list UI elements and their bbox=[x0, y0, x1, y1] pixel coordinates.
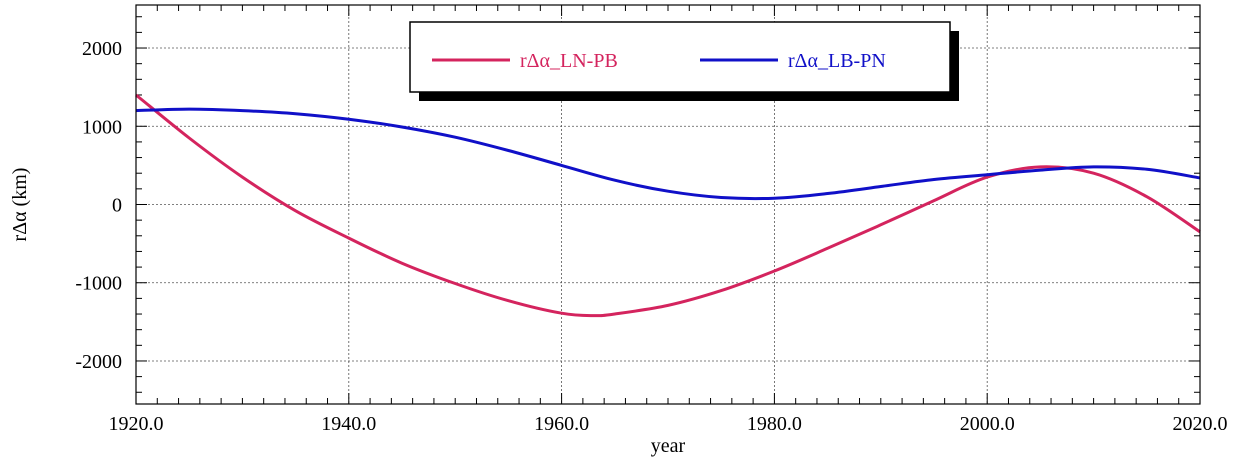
x-axis-label: year bbox=[651, 435, 686, 457]
y-tick-label: 1000 bbox=[82, 116, 122, 138]
x-tick-label: 1920.0 bbox=[109, 413, 164, 435]
legend-label-lb-pn: rΔα_LB-PN bbox=[788, 50, 886, 72]
x-tick-label: 2000.0 bbox=[960, 413, 1015, 435]
axis-ticks bbox=[135, 5, 1201, 404]
x-tick-label: 1980.0 bbox=[747, 413, 802, 435]
plot-frame bbox=[135, 4, 1201, 405]
series-line-lb-pn bbox=[135, 107, 1201, 201]
series-group bbox=[135, 93, 1201, 318]
y-tick-label: -1000 bbox=[75, 273, 122, 295]
y-tick-label: 2000 bbox=[82, 38, 122, 60]
series-line-ln-pb bbox=[135, 93, 1201, 318]
x-tick-label: 1940.0 bbox=[321, 413, 376, 435]
tick-labels: 1920.0 1940.0 1960.0 1980.0 2000.0 2020.0 -200… bbox=[75, 38, 1227, 435]
x-tick-label: 2020.0 bbox=[1173, 413, 1228, 435]
y-tick-label: 0 bbox=[112, 195, 122, 217]
legend: rΔα_LN-PB rΔα_LB-PN bbox=[409, 21, 959, 101]
legend-label-ln-pb: rΔα_LN-PB bbox=[520, 50, 618, 72]
x-tick-label: 1960.0 bbox=[534, 413, 589, 435]
y-tick-label: -2000 bbox=[75, 351, 122, 373]
y-axis-label: rΔα (km) bbox=[9, 168, 31, 242]
grid bbox=[136, 5, 1200, 404]
legend-box bbox=[409, 21, 951, 93]
